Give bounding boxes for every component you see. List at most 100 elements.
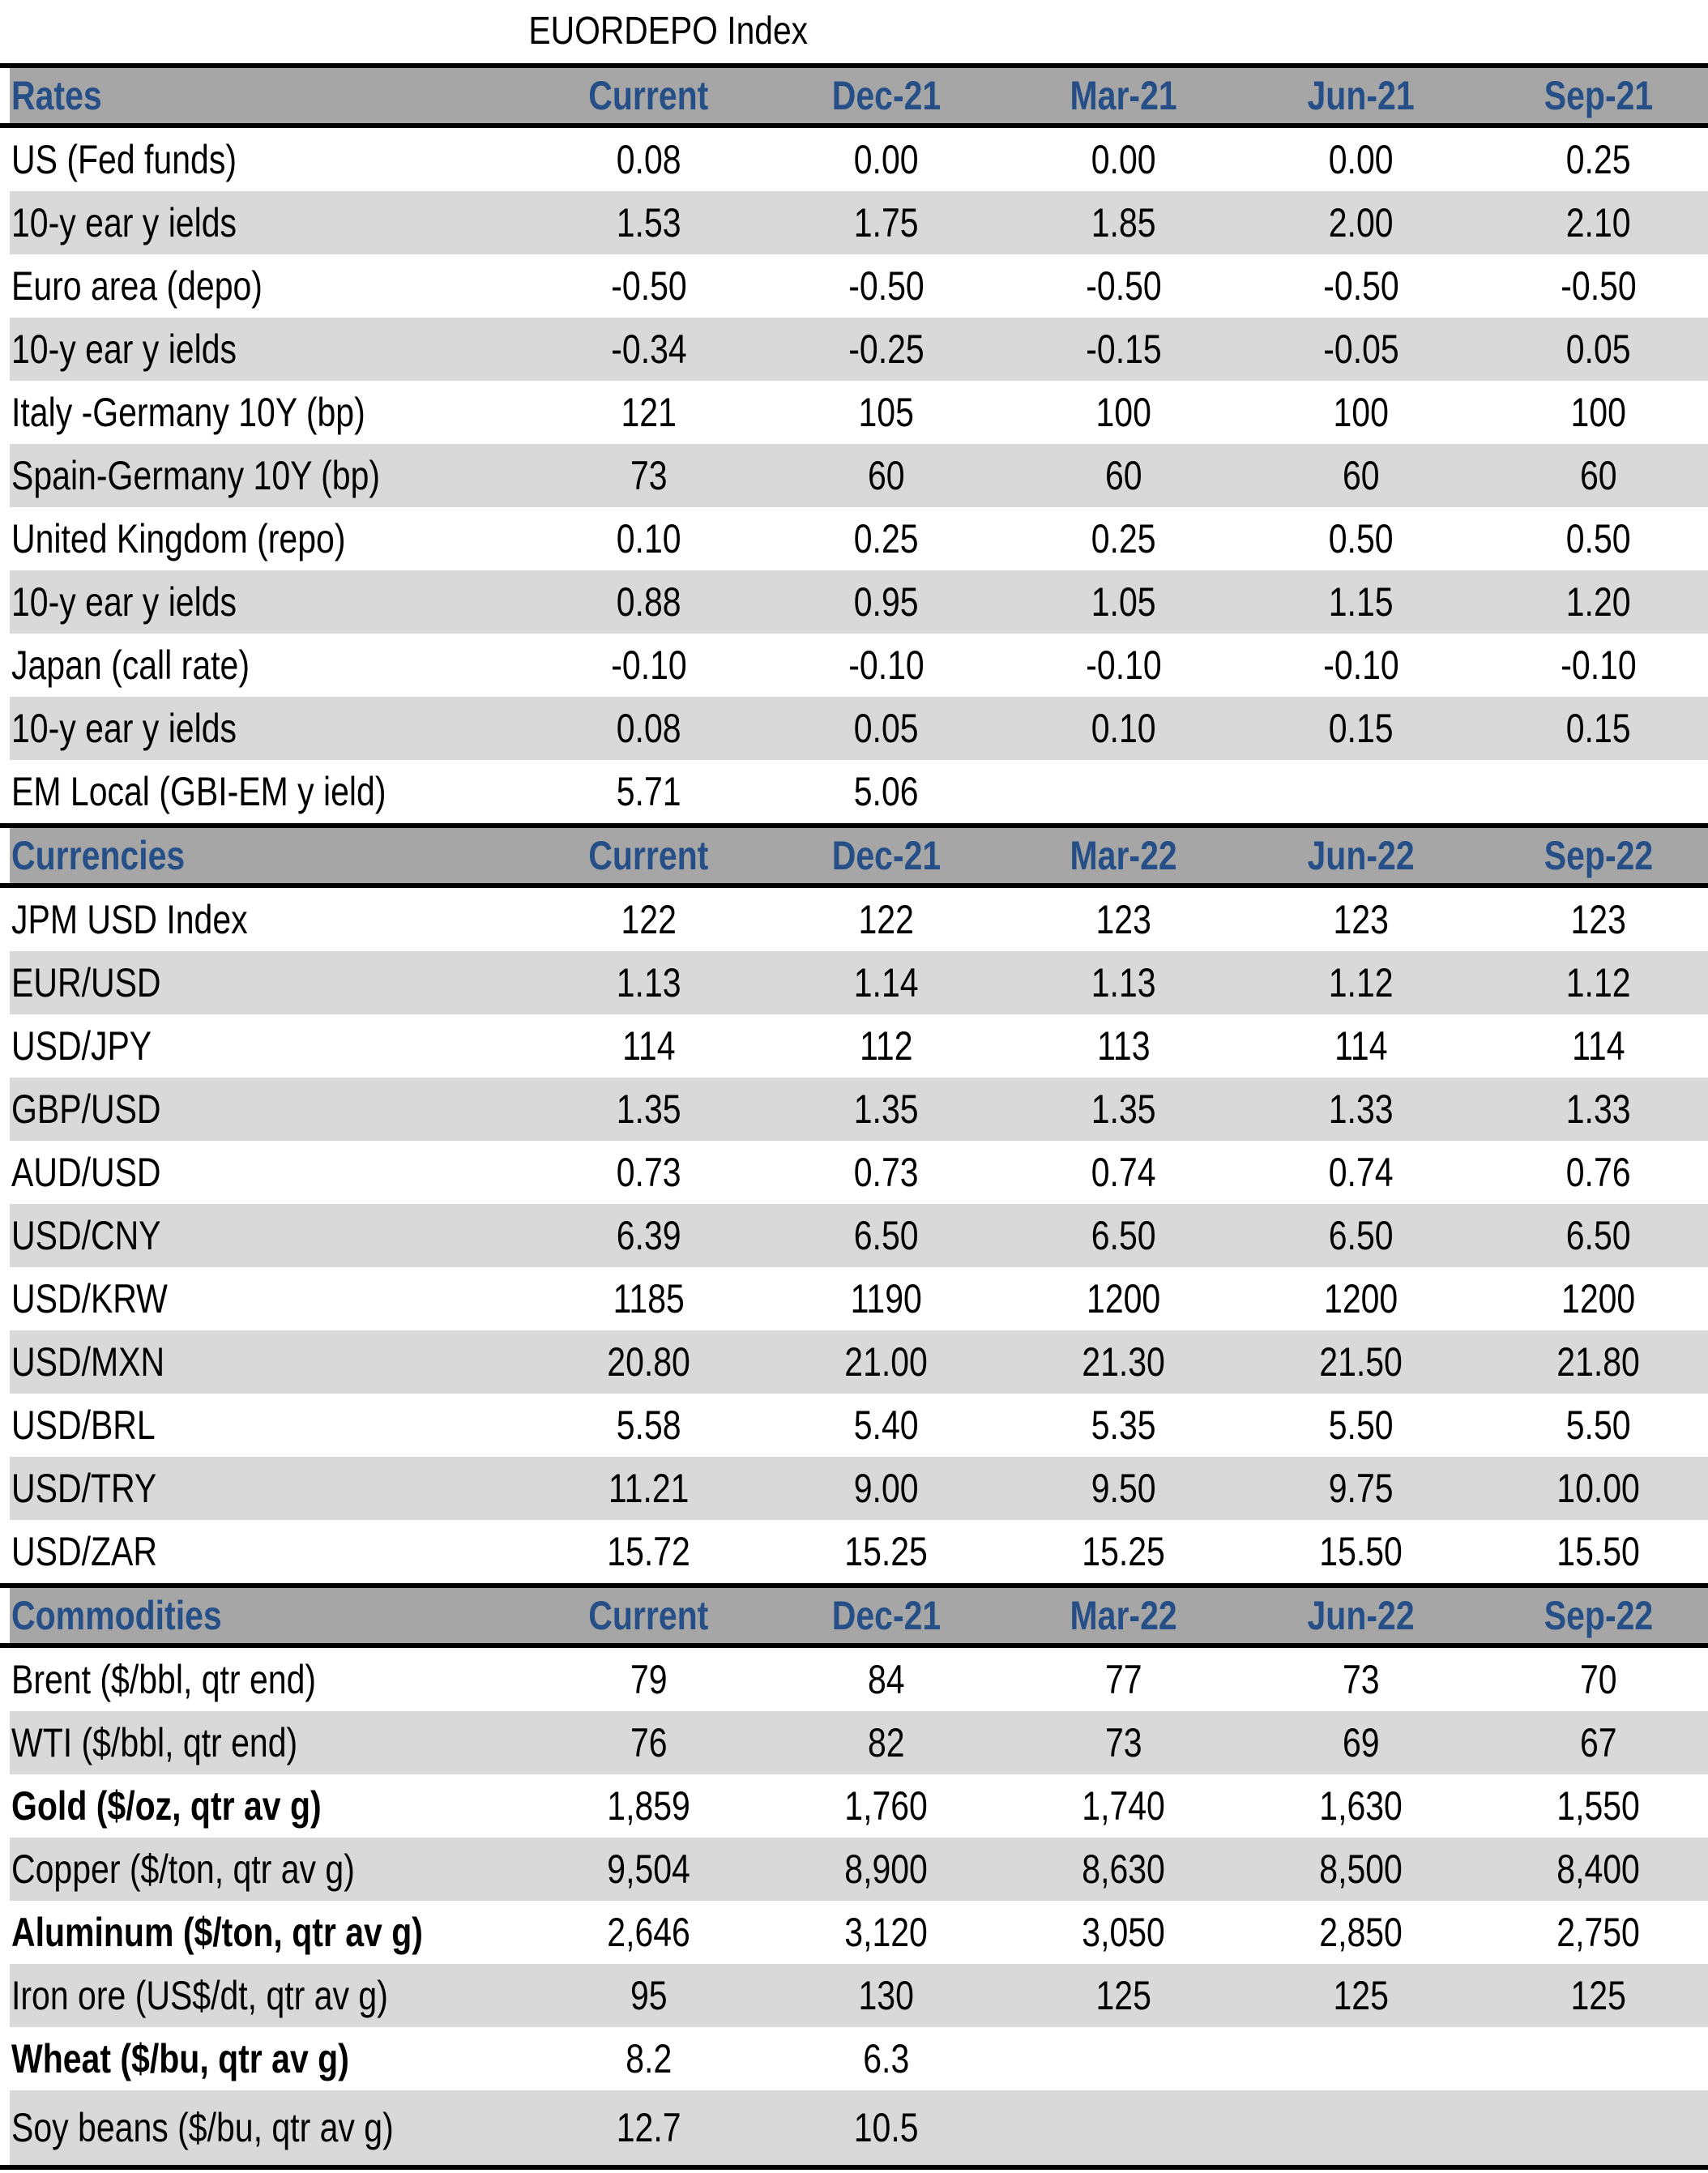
section-title: Currencies — [0, 832, 530, 879]
column-header-text: Mar-22 — [1070, 833, 1177, 878]
column-header-text: Sep-22 — [1544, 833, 1653, 878]
row-value-text: 1.35 — [1091, 1086, 1156, 1132]
row-value: 0.10 — [530, 515, 767, 562]
row-value — [1242, 768, 1480, 815]
row-value-text: 5.58 — [616, 1402, 681, 1448]
row-value-text: 6.50 — [853, 1213, 919, 1258]
row-value: 15.25 — [767, 1528, 1005, 1575]
row-value: 0.25 — [1005, 515, 1242, 562]
row-value-text: 0.00 — [1328, 137, 1394, 182]
table-row: JPM USD Index 122 122 123 123 123 — [0, 888, 1708, 951]
row-value: 112 — [767, 1022, 1005, 1069]
row-value: 0.00 — [1242, 136, 1480, 183]
row-value-text: -0.10 — [848, 643, 924, 688]
row-value-text: -0.10 — [610, 643, 687, 688]
column-header: Current — [530, 832, 767, 879]
table-row: EM Local (GBI-EM y ield) 5.71 5.06 — [0, 760, 1708, 823]
row-value: 1.14 — [767, 959, 1005, 1006]
row-value: 0.10 — [1005, 705, 1242, 752]
row-label-text: Spain-Germany 10Y (bp) — [11, 453, 381, 498]
row-label-text: USD/KRW — [11, 1276, 168, 1321]
row-value: 121 — [530, 389, 767, 436]
table-row: 10-y ear y ields 0.88 0.95 1.05 1.15 1.20 — [0, 570, 1708, 634]
column-header: Jun-22 — [1242, 1592, 1480, 1639]
row-value: 95 — [530, 1972, 767, 2019]
row-value-text: 15.72 — [607, 1529, 690, 1574]
row-value-text: 21.50 — [1319, 1339, 1403, 1385]
row-label-text: EM Local (GBI-EM y ield) — [11, 769, 386, 814]
row-value: 6.50 — [767, 1212, 1005, 1259]
row-label-text: 10-y ear y ields — [11, 327, 237, 372]
row-value: 0.50 — [1242, 515, 1480, 562]
row-value: 1.20 — [1480, 578, 1708, 625]
row-value-text: 21.30 — [1082, 1339, 1165, 1385]
table-row: USD/KRW 1185 1190 1200 1200 1200 — [0, 1267, 1708, 1330]
row-value: 1.35 — [767, 1086, 1005, 1133]
row-value-text: 1200 — [1561, 1276, 1636, 1321]
column-header-text: Jun-21 — [1307, 73, 1415, 118]
row-value-text: 5.71 — [616, 769, 681, 814]
row-value-text: 1,740 — [1082, 1783, 1165, 1829]
row-value-text: 1.85 — [1091, 200, 1156, 245]
row-value: -0.25 — [767, 326, 1005, 373]
row-value: 77 — [1005, 1656, 1242, 1703]
column-header: Current — [530, 72, 767, 119]
section-title-text: Commodities — [11, 1593, 222, 1638]
row-value: 5.40 — [767, 1402, 1005, 1449]
column-header: Current — [530, 1592, 767, 1639]
row-value-text: 122 — [858, 897, 914, 942]
row-value: -0.05 — [1242, 326, 1480, 373]
row-value-text: 1.33 — [1565, 1086, 1631, 1132]
row-value-text: 6.50 — [1328, 1213, 1394, 1258]
row-label-text: EUR/USD — [11, 960, 161, 1005]
section-title-text: Currencies — [11, 833, 186, 878]
row-value-text: 60 — [1342, 453, 1380, 498]
row-value: 73 — [1242, 1656, 1480, 1703]
row-label: AUD/USD — [0, 1149, 530, 1196]
table-row: Copper ($/ton, qtr av g) 9,504 8,900 8,630 8… — [0, 1838, 1708, 1901]
row-value-text: 0.15 — [1565, 706, 1631, 751]
row-value: 82 — [767, 1719, 1005, 1766]
table-row: 10-y ear y ields -0.34 -0.25 -0.15 -0.05 0.05 — [0, 318, 1708, 381]
row-label-text: Euro area (depo) — [11, 263, 263, 309]
row-value: 8,630 — [1005, 1846, 1242, 1893]
row-value: 0.15 — [1242, 705, 1480, 752]
row-value-text: 0.05 — [853, 706, 919, 751]
row-value-text: 105 — [858, 390, 914, 435]
row-label-text: WTI ($/bbl, qtr end) — [11, 1720, 298, 1765]
row-value: 8.2 — [530, 2035, 767, 2082]
row-value-text: -0.50 — [848, 263, 924, 309]
row-value-text: -0.15 — [1085, 327, 1162, 372]
row-value: 69 — [1242, 1719, 1480, 1766]
row-value-text: 6.3 — [862, 2036, 909, 2081]
row-value-text: 3,050 — [1082, 1910, 1165, 1955]
table-row: Euro area (depo) -0.50 -0.50 -0.50 -0.50 -0.5… — [0, 254, 1708, 318]
row-label-text: Gold ($/oz, qtr av g) — [11, 1783, 322, 1829]
row-value: 8,900 — [767, 1846, 1005, 1893]
row-value-text: 6.50 — [1565, 1213, 1631, 1258]
row-value-text: 1190 — [850, 1276, 922, 1321]
row-value-text: 10.5 — [853, 2105, 919, 2150]
row-value: 1.13 — [530, 959, 767, 1006]
row-label: Iron ore (US$/dt, qtr av g) — [0, 1972, 530, 2019]
row-value: 1,740 — [1005, 1782, 1242, 1829]
row-value-text: 123 — [1570, 897, 1626, 942]
row-value: 15.50 — [1242, 1528, 1480, 1575]
row-label-text: JPM USD Index — [11, 897, 248, 942]
row-value: 123 — [1480, 896, 1708, 943]
row-label: JPM USD Index — [0, 896, 530, 943]
row-label: EM Local (GBI-EM y ield) — [0, 768, 530, 815]
row-label: Japan (call rate) — [0, 642, 530, 689]
row-value-text: 0.25 — [853, 516, 919, 561]
row-label: 10-y ear y ields — [0, 326, 530, 373]
row-value-text: -0.34 — [610, 327, 687, 372]
row-value: 9.00 — [767, 1465, 1005, 1512]
column-header-text: Mar-22 — [1070, 1593, 1177, 1638]
row-value: -0.50 — [1005, 263, 1242, 310]
row-value: -0.10 — [1005, 642, 1242, 689]
row-value — [1005, 2035, 1242, 2082]
row-value: 1.75 — [767, 199, 1005, 246]
row-value: 0.95 — [767, 578, 1005, 625]
row-label-text: USD/TRY — [11, 1466, 157, 1511]
row-value: 60 — [1005, 452, 1242, 499]
